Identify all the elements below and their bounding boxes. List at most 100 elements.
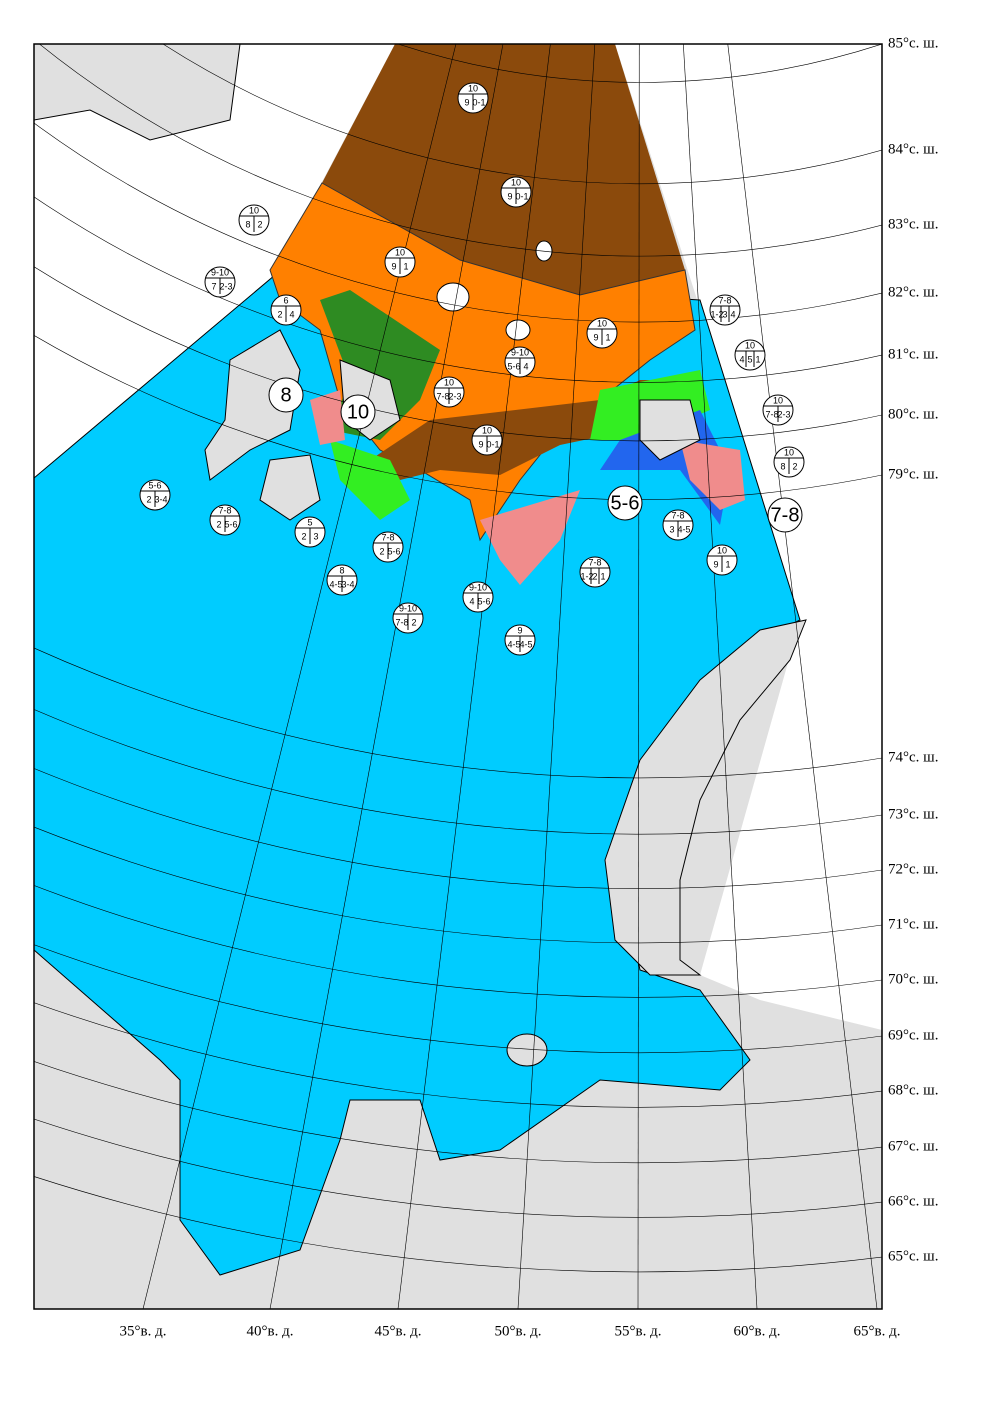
longitude-label: 65°в. д. <box>854 1323 901 1339</box>
egg-total: 7-8 <box>671 510 684 520</box>
egg-part: 4-5 <box>519 639 532 649</box>
egg-part: 0-1 <box>486 439 499 449</box>
frame <box>33 43 883 1310</box>
land <box>604 619 807 976</box>
zone-circle <box>607 485 643 521</box>
longitude-label: 35°в. д. <box>120 1323 167 1339</box>
egg-total: 6 <box>283 295 288 305</box>
latitude-label: 83°с. ш. <box>888 216 938 232</box>
meridian <box>269 44 504 1309</box>
egg-part: 1 <box>605 332 610 342</box>
egg-code: 9 4-54-5 <box>504 624 536 656</box>
meridian <box>517 44 596 1309</box>
egg-part: 2-3 <box>219 281 232 291</box>
zone-label: 5-6 <box>611 492 640 514</box>
egg-part: 8 <box>780 461 785 471</box>
egg-total: 5-6 <box>148 480 161 490</box>
egg-total: 9-10 <box>211 267 229 277</box>
egg-code: 10 9 1 <box>586 317 618 349</box>
zone-label: 10 <box>347 401 369 423</box>
egg-part: 1 <box>725 559 730 569</box>
land <box>34 44 241 141</box>
longitude-label: 40°в. д. <box>247 1323 294 1339</box>
egg-code: 8 4-53-4 <box>326 564 358 596</box>
egg-part: 2 <box>277 309 282 319</box>
egg-total: 5 <box>307 517 312 527</box>
latitude-label: 71°с. ш. <box>888 916 938 932</box>
egg-part: 1-2 <box>710 309 723 319</box>
latitude-label: 79°с. ш. <box>888 466 938 482</box>
meridian <box>683 44 758 1309</box>
egg-part: 4 <box>730 309 735 319</box>
graticule <box>34 44 882 1309</box>
egg-part: 7-8 <box>765 409 778 419</box>
no-data-area <box>34 44 395 478</box>
egg-code: 9-10 7 2-3 <box>204 266 236 298</box>
egg-part: 9 <box>391 261 396 271</box>
egg-code: 7-8 3 4-5 <box>662 509 694 541</box>
egg-part: 9 <box>593 332 598 342</box>
egg-code: 10 9 1 <box>384 246 416 278</box>
latitude-label: 72°с. ш. <box>888 861 938 877</box>
egg-part: 4-5 <box>507 639 520 649</box>
egg-code: 10 9 0-1 <box>471 424 503 456</box>
egg-code: 10 7-82-3 <box>433 376 465 408</box>
egg-part: 4 <box>739 354 744 364</box>
land <box>506 1033 548 1067</box>
latitude-label: 66°с. ш. <box>888 1193 938 1209</box>
egg-total: 7-8 <box>718 295 731 305</box>
polynya <box>505 319 531 341</box>
egg-part: 0-1 <box>472 97 485 107</box>
egg-part: 2 <box>216 519 221 529</box>
egg-circle <box>579 556 611 588</box>
egg-part: 7-8 <box>436 391 449 401</box>
land <box>204 329 301 481</box>
latitude-label: 67°с. ш. <box>888 1138 938 1154</box>
egg-code: 52 3 <box>294 516 326 548</box>
ice-zone <box>310 390 345 445</box>
egg-part: 5-6 <box>224 519 237 529</box>
latitude-label: 84°с. ш. <box>888 141 938 157</box>
egg-part: 3 <box>669 524 674 534</box>
egg-code: 5-6 2 3-4 <box>139 479 171 511</box>
egg-code: 10 8 2 <box>773 446 805 478</box>
egg-total: 7-8 <box>588 557 601 567</box>
egg-code: 9-10 7-8 2 <box>392 602 424 634</box>
ice-zone <box>680 440 745 510</box>
meridian <box>397 44 551 1309</box>
egg-total: 9-10 <box>469 582 487 592</box>
latitude-label: 82°с. ш. <box>888 284 938 300</box>
egg-part: 2 <box>379 546 384 556</box>
ice-zone <box>480 490 580 585</box>
ice-zone <box>330 440 410 520</box>
egg-total: 7-8 <box>218 505 231 515</box>
egg-code: 7-8 2 5-6 <box>372 531 404 563</box>
egg-part: 1 <box>403 261 408 271</box>
polynya <box>436 282 470 312</box>
latitude-label: 80°с. ш. <box>888 406 938 422</box>
egg-code: 7-8 1-22 1 <box>579 556 611 588</box>
longitude-label: 55°в. д. <box>615 1323 662 1339</box>
latitude-label: 68°с. ш. <box>888 1082 938 1098</box>
egg-part: 5-6 <box>507 361 520 371</box>
egg-part: 7 <box>211 281 216 291</box>
egg-code: 10 9 0-1 <box>500 176 532 208</box>
egg-part: 2 <box>257 219 262 229</box>
meridian <box>142 44 457 1309</box>
egg-total: 9-10 <box>511 347 529 357</box>
egg-part: 1 <box>755 354 760 364</box>
map-body <box>34 44 882 1309</box>
land <box>639 399 701 461</box>
egg-circle <box>709 294 741 326</box>
egg-total: 10 <box>773 395 783 405</box>
egg-total: 10 <box>597 318 607 328</box>
meridian <box>637 44 640 1309</box>
egg-circle <box>734 339 766 371</box>
egg-part: 4-5 <box>329 579 342 589</box>
egg-total: 7-8 <box>381 532 394 542</box>
longitude-label: 45°в. д. <box>375 1323 422 1339</box>
egg-part: 0-1 <box>515 191 528 201</box>
longitude-label: 50°в. д. <box>495 1323 542 1339</box>
egg-code: 7-8 2 5-6 <box>209 504 241 536</box>
ice-zone <box>269 182 696 542</box>
